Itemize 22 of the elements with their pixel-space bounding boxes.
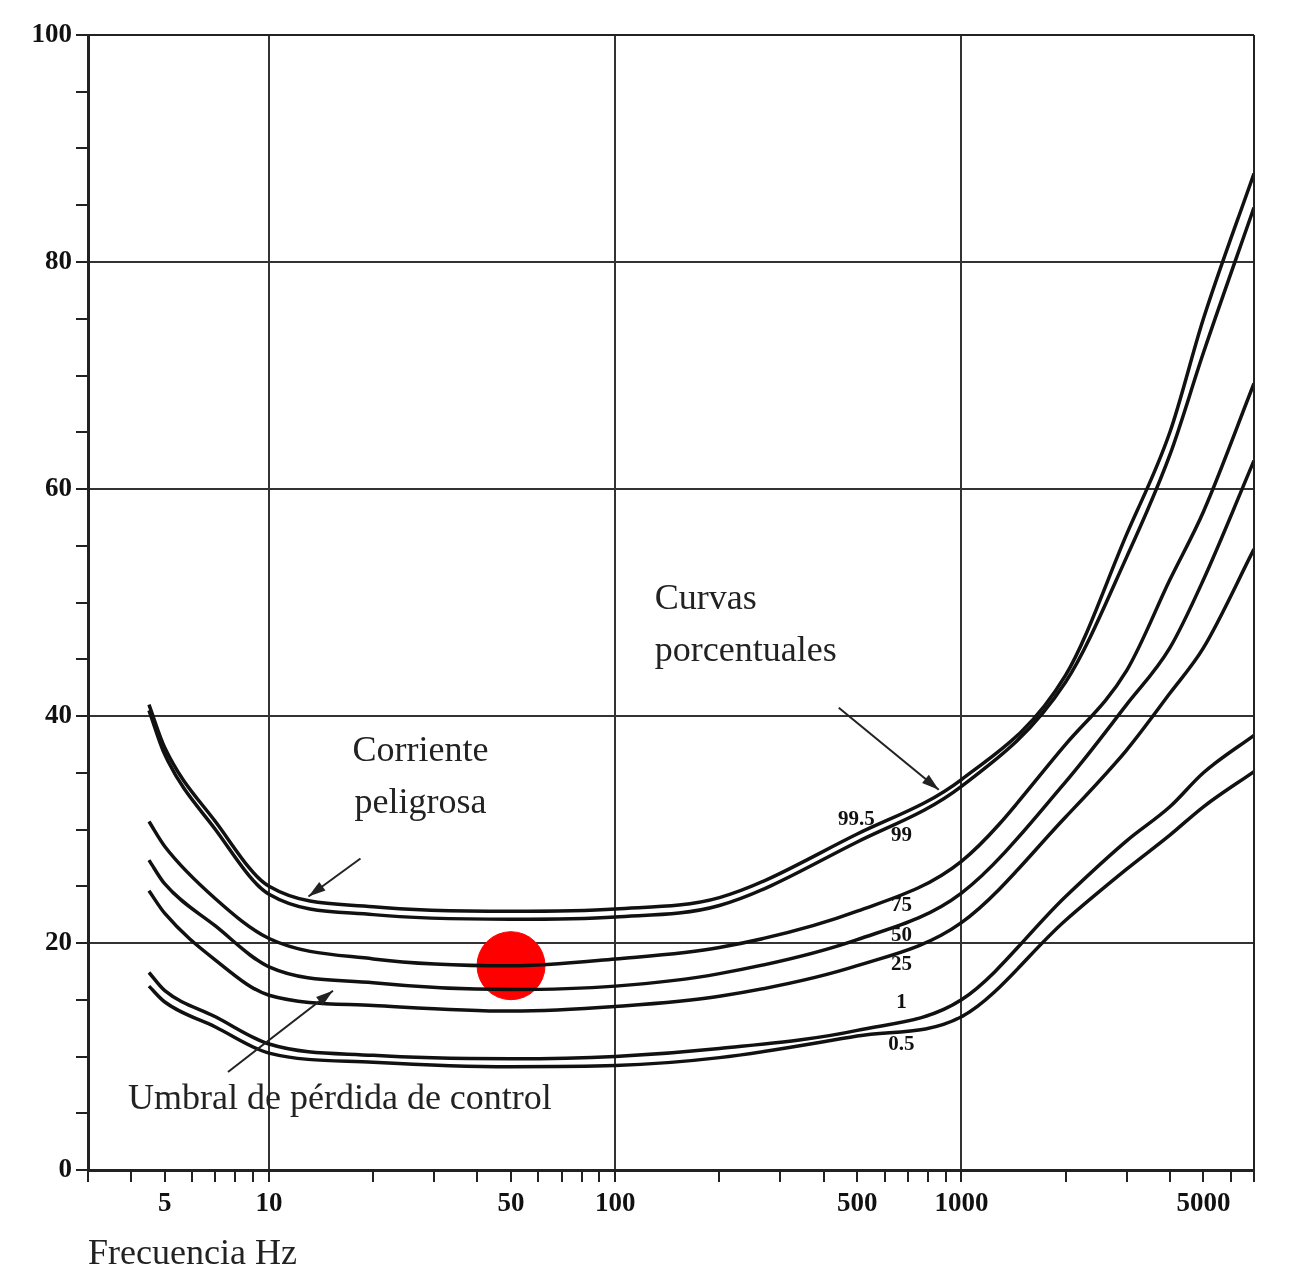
x-axis-title: Frecuencia Hz	[88, 1231, 297, 1272]
y-tick-label: 40	[45, 698, 72, 729]
x-tick-label: 50	[497, 1187, 525, 1218]
series-label: 99	[890, 821, 912, 846]
annotation: Corriente peligrosa	[352, 728, 489, 821]
x-tick-label: 1000	[934, 1187, 989, 1218]
series-label: 25	[890, 950, 912, 975]
series-label: 50	[890, 922, 912, 947]
series-label: 1	[896, 988, 907, 1013]
x-tick-label: 5000	[1176, 1187, 1231, 1218]
y-tick-label: 20	[45, 925, 72, 956]
y-tick-label: 0	[58, 1152, 72, 1183]
annotation: Curvas porcentuales	[654, 577, 837, 670]
y-tick-label: 80	[45, 244, 72, 275]
y-tick-label: 60	[45, 471, 72, 502]
x-tick-label: 10	[255, 1187, 283, 1218]
x-tick-label: 500	[836, 1187, 878, 1218]
y-tick-label: 100	[31, 17, 72, 48]
x-tick-label: 5	[158, 1187, 172, 1218]
series-label: 0.5	[888, 1031, 915, 1056]
x-tick-label: 100	[594, 1187, 636, 1218]
series-label: 99.5	[838, 805, 875, 830]
